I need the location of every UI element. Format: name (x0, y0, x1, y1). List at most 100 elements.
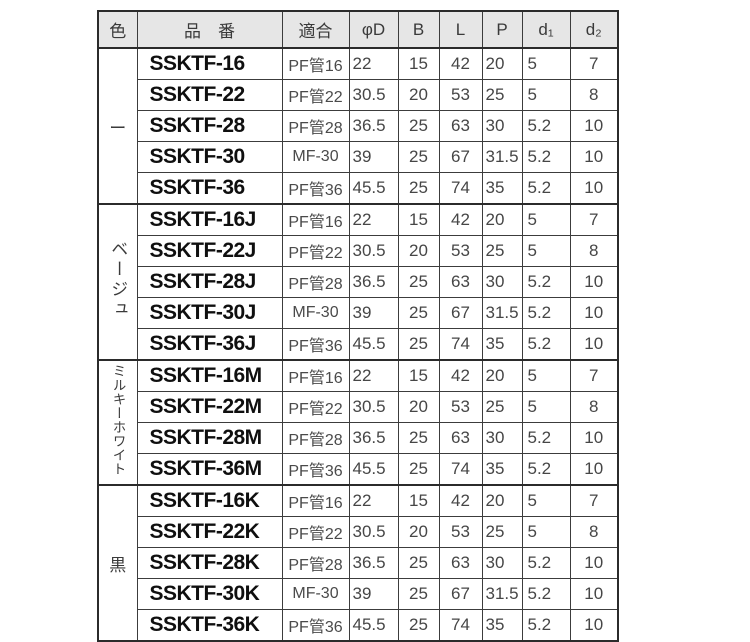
d1-cell: 5 (521, 235, 571, 267)
d2-cell: 8 (569, 79, 619, 111)
d2-cell: 10 (569, 547, 619, 579)
l-cell: 63 (438, 266, 483, 298)
b-cell: 25 (397, 141, 440, 173)
fit-cell: PF管22 (281, 391, 350, 423)
d1-cell: 5 (521, 47, 571, 80)
d2-cell: 10 (569, 328, 619, 361)
phiD-cell: 36.5 (348, 547, 399, 579)
d1-cell: 5 (521, 516, 571, 548)
l-cell: 53 (438, 235, 483, 267)
product-cell: SSKTF-30 (136, 141, 283, 173)
header-cell-p: P (481, 10, 523, 49)
phiD-cell: 30.5 (348, 79, 399, 111)
l-cell: 42 (438, 359, 483, 392)
table-row: SSKTF-28M PF管28 36.5 25 63 30 5.2 10 (98, 422, 619, 454)
header-cell-fit: 適合 (281, 10, 350, 49)
b-cell: 25 (397, 328, 440, 361)
l-cell: 42 (438, 484, 483, 517)
d2-cell: 7 (569, 47, 619, 80)
d2-cell: 8 (569, 391, 619, 423)
color-group-label: ミルキーホワイト (110, 364, 126, 476)
fit-cell: PF管28 (281, 110, 350, 142)
l-cell: 67 (438, 141, 483, 173)
fit-cell: MF-30 (281, 297, 350, 329)
l-cell: 63 (438, 422, 483, 454)
p-cell: 25 (481, 516, 523, 548)
product-cell: SSKTF-30K (136, 578, 283, 610)
phiD-cell: 39 (348, 297, 399, 329)
product-cell: SSKTF-22J (136, 235, 283, 267)
d2-cell: 8 (569, 516, 619, 548)
l-cell: 53 (438, 391, 483, 423)
p-cell: 31.5 (481, 578, 523, 610)
product-cell: SSKTF-22 (136, 79, 283, 111)
fit-cell: PF管36 (281, 453, 350, 486)
p-cell: 35 (481, 328, 523, 361)
d2-cell: 7 (569, 484, 619, 517)
d2-cell: 7 (569, 203, 619, 236)
d2-cell: 8 (569, 235, 619, 267)
d1-cell: 5 (521, 203, 571, 236)
fit-cell: PF管16 (281, 484, 350, 517)
table-row: SSKTF-28J PF管28 36.5 25 63 30 5.2 10 (98, 266, 619, 298)
product-cell: SSKTF-16 (136, 47, 283, 80)
b-cell: 25 (397, 422, 440, 454)
b-cell: 25 (397, 266, 440, 298)
d1-cell: 5.2 (521, 297, 571, 329)
b-cell: 15 (397, 359, 440, 392)
header-cell-d1: d₁ (521, 10, 571, 49)
d2-cell: 10 (569, 578, 619, 610)
fit-cell: PF管22 (281, 79, 350, 111)
p-cell: 31.5 (481, 141, 523, 173)
header-cell-d2: d₂ (569, 10, 619, 49)
d1-cell: 5.2 (521, 422, 571, 454)
b-cell: 20 (397, 79, 440, 111)
l-cell: 67 (438, 578, 483, 610)
b-cell: 15 (397, 484, 440, 517)
fit-cell: PF管22 (281, 235, 350, 267)
table-row: SSKTF-30J MF-30 39 25 67 31.5 5.2 10 (98, 297, 619, 329)
fit-cell: PF管36 (281, 328, 350, 361)
d2-cell: 10 (569, 266, 619, 298)
table-row: ミルキーホワイト SSKTF-16M PF管16 22 15 42 20 5 7 (97, 359, 619, 486)
fit-cell: MF-30 (281, 578, 350, 610)
color-group-cell: ベージュ (97, 203, 138, 361)
p-cell: 25 (481, 391, 523, 423)
phiD-cell: 30.5 (348, 235, 399, 267)
d1-cell: 5.2 (521, 328, 571, 361)
fit-cell: PF管28 (281, 547, 350, 579)
product-cell: SSKTF-28M (136, 422, 283, 454)
table-row: SSKTF-28K PF管28 36.5 25 63 30 5.2 10 (98, 547, 619, 579)
table-row: SSKTF-36 PF管36 45.5 25 74 35 5.2 10 (98, 172, 619, 205)
fit-cell: PF管22 (281, 516, 350, 548)
fit-cell: PF管28 (281, 422, 350, 454)
p-cell: 30 (481, 266, 523, 298)
d1-cell: 5 (521, 79, 571, 111)
b-cell: 25 (397, 547, 440, 579)
phiD-cell: 36.5 (348, 110, 399, 142)
header-cell-l: L (438, 10, 483, 49)
color-group-cell: ー (97, 47, 138, 205)
phiD-cell: 22 (348, 203, 399, 236)
l-cell: 74 (438, 172, 483, 205)
product-cell: SSKTF-22M (136, 391, 283, 423)
product-cell: SSKTF-16K (136, 484, 283, 517)
p-cell: 30 (481, 547, 523, 579)
d2-cell: 10 (569, 453, 619, 486)
l-cell: 53 (438, 79, 483, 111)
p-cell: 25 (481, 235, 523, 267)
phiD-cell: 45.5 (348, 609, 399, 642)
p-cell: 31.5 (481, 297, 523, 329)
b-cell: 25 (397, 578, 440, 610)
d2-cell: 10 (569, 609, 619, 642)
d1-cell: 5.2 (521, 453, 571, 486)
d2-cell: 10 (569, 297, 619, 329)
b-cell: 25 (397, 172, 440, 205)
l-cell: 74 (438, 328, 483, 361)
p-cell: 20 (481, 359, 523, 392)
l-cell: 74 (438, 609, 483, 642)
p-cell: 20 (481, 203, 523, 236)
phiD-cell: 22 (348, 359, 399, 392)
